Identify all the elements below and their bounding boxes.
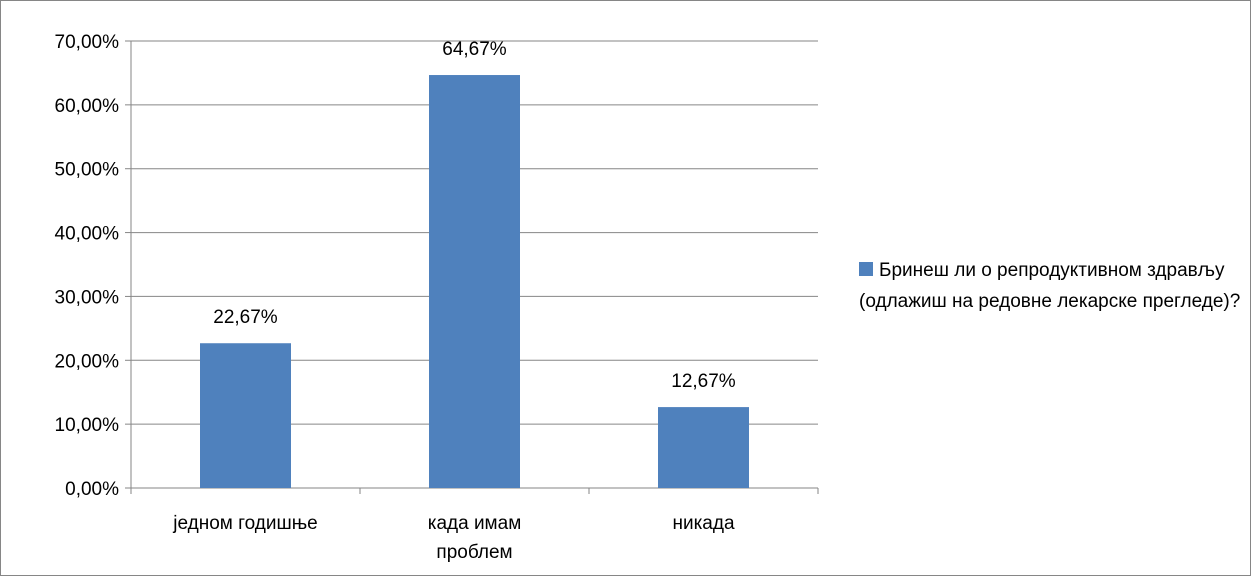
y-tick-label: 60,00%: [55, 96, 120, 117]
category-label: када имам: [428, 513, 522, 534]
category-label: проблем: [436, 542, 512, 563]
category-label: никада: [672, 513, 734, 534]
bar: [429, 75, 520, 488]
bar: [658, 407, 749, 488]
y-tick-label: 70,00%: [55, 32, 120, 53]
legend: Бринеш ли о репродуктивном здрављу (одла…: [859, 255, 1249, 317]
legend-label: Бринеш ли о репродуктивном здрављу (одла…: [859, 260, 1241, 312]
legend-swatch: [859, 262, 873, 276]
bar: [200, 343, 291, 488]
data-label: 22,67%: [213, 307, 278, 328]
y-tick-label: 20,00%: [55, 351, 120, 372]
data-label: 12,67%: [671, 371, 736, 392]
y-tick-label: 50,00%: [55, 160, 120, 181]
category-label: једном годишње: [172, 513, 317, 534]
y-tick-label: 0,00%: [65, 479, 119, 500]
data-label: 64,67%: [442, 39, 507, 60]
y-tick-label: 40,00%: [55, 224, 120, 245]
y-tick-label: 30,00%: [55, 287, 120, 308]
y-tick-label: 10,00%: [55, 415, 120, 436]
